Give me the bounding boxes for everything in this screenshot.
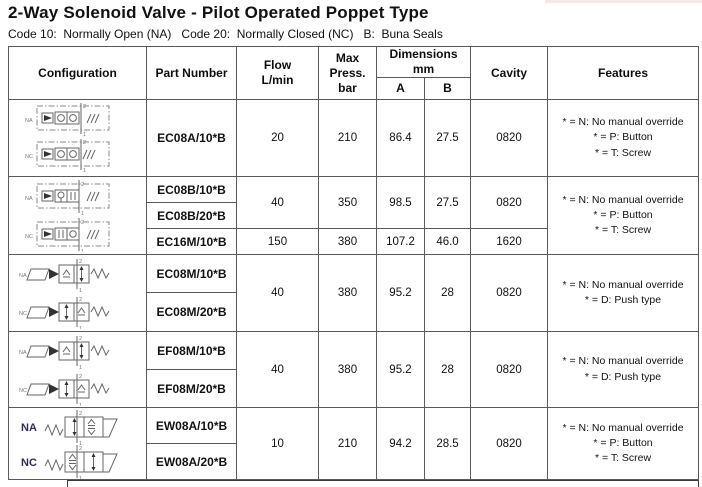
svg-text:NA: NA — [25, 196, 33, 202]
valve-schematic-icon: NA 2 1 NC — [19, 259, 109, 329]
col-flow: Flow L/min — [236, 46, 319, 100]
part-number-cell: EC08B/20*B — [146, 202, 237, 229]
part-number-cell: EC08B/10*B — [146, 176, 237, 203]
svg-text:2: 2 — [79, 411, 82, 417]
svg-text:2: 2 — [79, 336, 82, 342]
config-diagram-ec08m: NA 2 1 NC — [8, 254, 147, 332]
col-dim-b: B — [423, 77, 472, 100]
nc-label: NC — [21, 457, 37, 469]
valve-schematic-icon: NA 2 1 NC — [19, 335, 109, 406]
cavity-cell: 0820 — [470, 99, 549, 177]
svg-text:2: 2 — [79, 297, 82, 303]
dim-a-cell: 95.2 — [376, 254, 425, 332]
svg-text:1: 1 — [79, 476, 82, 479]
press-cell: 380 — [318, 254, 377, 332]
col-features: Features — [547, 46, 700, 100]
dim-b-cell: 27.5 — [423, 176, 472, 229]
col-configuration: Configuration — [8, 46, 147, 100]
dim-b-cell: 46.0 — [423, 228, 472, 255]
press-cell: 350 — [318, 176, 377, 229]
na-label: NA — [21, 422, 37, 434]
svg-text:1: 1 — [79, 365, 82, 371]
code-legend: Code 10: Normally Open (NA) Code 20: Nor… — [8, 27, 443, 41]
svg-text:NA: NA — [19, 350, 27, 356]
scan-artifact-strip — [545, 0, 702, 3]
flow-cell: 40 — [236, 254, 319, 332]
press-cell: 210 — [318, 407, 377, 480]
svg-text:2: 2 — [81, 182, 84, 188]
part-number-cell: EC08M/10*B — [146, 254, 237, 293]
col-max-press: Max Press. bar — [318, 46, 377, 100]
svg-text:2: 2 — [79, 446, 82, 452]
svg-text:2: 2 — [81, 220, 84, 226]
svg-text:1: 1 — [79, 288, 82, 294]
svg-text:1: 1 — [79, 441, 82, 447]
config-diagram-ec08b: NA 2 1 NC 2 1 — [8, 176, 147, 255]
svg-text:1: 1 — [83, 168, 86, 173]
spec-table: Configuration Part Number Flow L/min Max… — [8, 46, 700, 480]
svg-text:NC: NC — [25, 154, 33, 160]
features-cell: * = N: No manual override * = P: Button … — [547, 407, 700, 480]
flow-cell: 150 — [236, 228, 319, 255]
svg-text:NA: NA — [19, 273, 27, 279]
dim-b-cell: 28 — [423, 254, 472, 332]
svg-text:2: 2 — [79, 259, 82, 265]
dim-a-cell: 95.2 — [376, 331, 425, 408]
svg-text:2: 2 — [83, 104, 86, 110]
dim-b-cell: 28 — [423, 331, 472, 408]
part-number-cell: EW08A/10*B — [146, 407, 237, 444]
col-part-number: Part Number — [146, 46, 237, 100]
flow-cell: 40 — [236, 331, 319, 408]
svg-text:2: 2 — [79, 374, 82, 380]
dim-b-cell: 27.5 — [423, 99, 472, 177]
svg-text:1: 1 — [79, 403, 82, 406]
dim-a-cell: 86.4 — [376, 99, 425, 177]
flow-cell: 40 — [236, 176, 319, 229]
cavity-cell: 0820 — [470, 331, 549, 408]
col-cavity: Cavity — [470, 46, 549, 100]
part-number-cell: EW08A/20*B — [146, 443, 237, 480]
cavity-cell: 0820 — [470, 254, 549, 332]
flow-cell: 20 — [236, 99, 319, 177]
press-cell: 210 — [318, 99, 377, 177]
page-title: 2-Way Solenoid Valve - Pilot Operated Po… — [8, 3, 429, 22]
svg-text:1: 1 — [81, 211, 84, 217]
next-section-box-partial — [67, 480, 699, 487]
features-cell: * = N: No manual override * = P: Button … — [547, 176, 700, 255]
dim-a-cell: 94.2 — [376, 407, 425, 480]
valve-schematic-icon: NA 21 NC — [21, 409, 118, 479]
part-number-cell: EC08M/20*B — [146, 292, 237, 332]
cavity-cell: 1620 — [470, 228, 549, 255]
part-number-cell: EC16M/10*B — [146, 228, 237, 255]
svg-text:1: 1 — [79, 326, 82, 329]
part-number-cell: EC08A/10*B — [146, 99, 237, 177]
part-number-cell: EF08M/10*B — [146, 331, 237, 370]
cavity-cell: 0820 — [470, 407, 549, 480]
valve-schematic-icon: NA 2 1 NC 2 1 — [25, 103, 109, 173]
svg-text:NA: NA — [25, 118, 33, 124]
press-cell: 380 — [318, 331, 377, 408]
config-diagram-ef08m: NA 2 1 NC — [8, 331, 147, 408]
svg-text:1: 1 — [81, 249, 84, 252]
cavity-cell: 0820 — [470, 176, 549, 229]
config-diagram-ec08a: NA 2 1 NC 2 1 — [8, 99, 147, 177]
col-dim-a: A — [376, 77, 425, 100]
valve-schematic-icon: NA 2 1 NC 2 1 — [25, 179, 109, 252]
flow-cell: 10 — [236, 407, 319, 480]
svg-text:NC: NC — [19, 388, 27, 394]
dim-a-cell: 107.2 — [376, 228, 425, 255]
part-number-cell: EF08M/20*B — [146, 369, 237, 408]
features-cell: * = N: No manual override * = D: Push ty… — [547, 331, 700, 408]
dim-b-cell: 28.5 — [423, 407, 472, 480]
features-cell: * = N: No manual override * = D: Push ty… — [547, 254, 700, 332]
features-cell: * = N: No manual override * = P: Button … — [547, 99, 700, 177]
svg-text:NC: NC — [25, 234, 33, 240]
press-cell: 380 — [318, 228, 377, 255]
col-dimensions: Dimensions mm — [375, 46, 472, 78]
svg-text:NC: NC — [19, 311, 27, 317]
svg-text:2: 2 — [83, 140, 86, 146]
dim-a-cell: 98.5 — [376, 176, 425, 229]
svg-text:1: 1 — [83, 132, 86, 138]
